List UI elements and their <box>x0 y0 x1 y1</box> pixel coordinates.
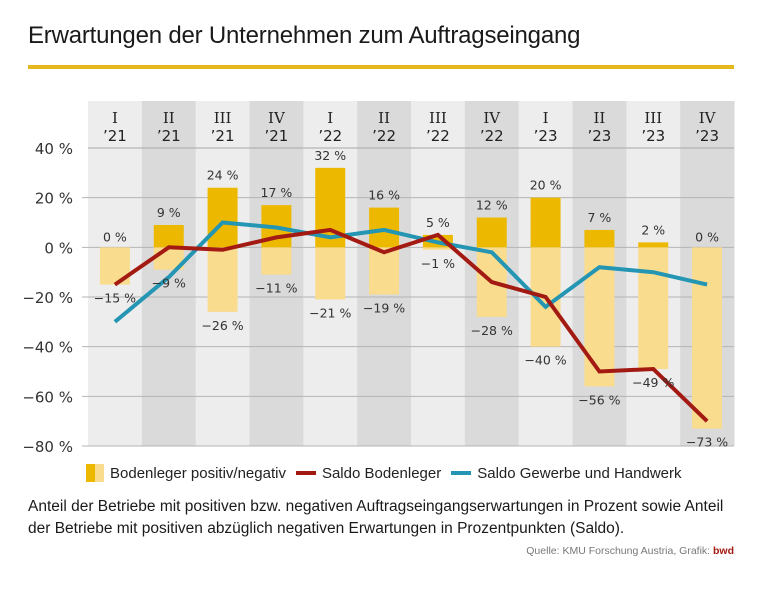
x-tick-quarter: II <box>593 109 605 127</box>
bar-negative <box>207 247 238 312</box>
x-tick-quarter: I <box>112 109 118 127</box>
bar-negative <box>638 247 669 370</box>
data-label-positive: 12 % <box>476 198 508 213</box>
x-tick-quarter: IV <box>483 109 501 127</box>
lines <box>113 220 709 423</box>
brand-logo: bwd <box>713 545 734 557</box>
data-labels: 0 % −15 % 9 % −9 % 24 % −26 % 17 % −11 % 32 % −21… <box>94 148 729 450</box>
y-tick-label: 20 % <box>35 190 73 208</box>
data-label-negative: −49 % <box>632 375 674 390</box>
bar-positive <box>584 229 615 248</box>
data-label-negative: −1 % <box>421 256 455 271</box>
y-tick-label: −20 % <box>22 289 73 307</box>
bar-negative <box>315 247 346 300</box>
data-label-negative: −56 % <box>578 392 620 407</box>
x-tick-year: ’21 <box>103 127 127 145</box>
x-tick-year: ’22 <box>426 127 450 145</box>
bar-negative <box>584 247 615 387</box>
bar-positive <box>638 242 669 248</box>
legend-label: Saldo Bodenleger <box>321 464 442 482</box>
x-tick-year: ’23 <box>695 127 719 145</box>
quarter-band <box>141 101 197 446</box>
x-tick-year: ’23 <box>534 127 558 145</box>
bar-positive <box>369 207 400 248</box>
data-label-negative: −11 % <box>255 281 297 296</box>
legend-item-saldo-bodenleger: Saldo Bodenleger <box>295 464 442 482</box>
bar-positive <box>476 217 507 248</box>
data-label-positive: 5 % <box>426 215 450 230</box>
x-tick-year: ’21 <box>157 127 181 145</box>
data-label-positive: 32 % <box>314 148 346 163</box>
source-note: Quelle: KMU Forschung Austria, Grafik: b… <box>526 545 734 557</box>
x-tick-year: ’22 <box>372 127 396 145</box>
data-label-negative: −15 % <box>94 291 136 306</box>
data-label-negative: −19 % <box>363 301 405 316</box>
y-tick-label: −60 % <box>22 388 73 406</box>
title-underline <box>28 65 734 69</box>
line-saldo-gewerbe <box>113 220 708 324</box>
y-tick-label: 40 % <box>35 140 73 158</box>
bar-positive <box>530 197 561 248</box>
y-axis-ticks: 40 % 20 % 0 % −20 % −40 % −60 % −80 % <box>22 140 73 456</box>
x-tick-quarter: III <box>214 109 232 127</box>
legend-label: Bodenleger positiv/negativ <box>110 464 286 482</box>
x-axis-headers: I’21II’21III’21IV’21I’22II’22III’22IV’22… <box>103 109 719 145</box>
data-label-positive: 0 % <box>695 229 719 244</box>
legend-line-swatch-icon <box>451 471 472 475</box>
x-tick-quarter: III <box>644 109 662 127</box>
data-label-negative: −21 % <box>309 305 351 320</box>
legend-label: Saldo Gewerbe und Handwerk <box>477 464 682 482</box>
data-label-negative: −73 % <box>686 435 728 450</box>
data-label-negative: −9 % <box>152 276 186 291</box>
legend-line-swatch-icon <box>295 471 316 475</box>
x-tick-year: ’22 <box>480 127 504 145</box>
x-tick-quarter: II <box>378 109 390 127</box>
bar-negative <box>422 247 453 250</box>
x-tick-quarter: III <box>429 109 447 127</box>
legend-bar-swatch-icon <box>86 464 104 482</box>
bar-negative <box>692 247 723 429</box>
data-label-positive: 9 % <box>157 205 181 220</box>
chart-canvas: 40 %20 %0 %−20 %−40 %−60 %−80 % I’21II’2… <box>22 101 735 456</box>
legend: Bodenleger positiv/negativ Saldo Bodenle… <box>86 462 692 484</box>
data-label-positive: 16 % <box>368 188 400 203</box>
bar-negative <box>369 247 400 295</box>
legend-item-saldo-gewerbe: Saldo Gewerbe und Handwerk <box>451 464 682 482</box>
y-tick-label: 0 % <box>44 239 73 257</box>
chart-caption: Anteil der Betriebe mit positiven bzw. n… <box>28 498 724 537</box>
x-tick-year: ’23 <box>641 127 665 145</box>
x-tick-year: ’22 <box>318 127 342 145</box>
x-tick-quarter: II <box>163 109 175 127</box>
data-label-negative: −28 % <box>471 323 513 338</box>
data-label-negative: −26 % <box>201 318 243 333</box>
data-label-positive: 2 % <box>641 222 665 237</box>
bar-negative <box>261 247 292 275</box>
quarter-bands <box>88 101 735 446</box>
source-text: Quelle: KMU Forschung Austria, Grafik: <box>526 545 713 557</box>
x-tick-quarter: I <box>327 109 333 127</box>
bar-positive <box>153 224 184 248</box>
x-tick-quarter: IV <box>699 109 717 127</box>
quarter-band <box>411 101 466 446</box>
data-label-positive: 0 % <box>103 229 127 244</box>
y-tick-label: −40 % <box>22 339 73 357</box>
x-tick-year: ’21 <box>264 127 288 145</box>
legend-item-bodenleger-bars: Bodenleger positiv/negativ <box>86 464 286 482</box>
x-tick-quarter: IV <box>268 109 286 127</box>
data-label-positive: 24 % <box>207 168 239 183</box>
data-label-negative: −40 % <box>524 353 566 368</box>
data-label-positive: 17 % <box>261 185 293 200</box>
gridlines <box>82 147 734 447</box>
x-tick-quarter: I <box>543 109 549 127</box>
line-saldo-bodenleger <box>113 227 709 423</box>
x-tick-year: ’23 <box>587 127 611 145</box>
data-label-positive: 7 % <box>588 210 612 225</box>
bar-positive <box>207 187 238 248</box>
chart-title: Erwartungen der Unternehmen zum Auftrags… <box>28 22 581 49</box>
y-tick-label: −80 % <box>22 438 73 456</box>
x-tick-year: ’21 <box>211 127 235 145</box>
data-label-positive: 20 % <box>530 178 562 193</box>
